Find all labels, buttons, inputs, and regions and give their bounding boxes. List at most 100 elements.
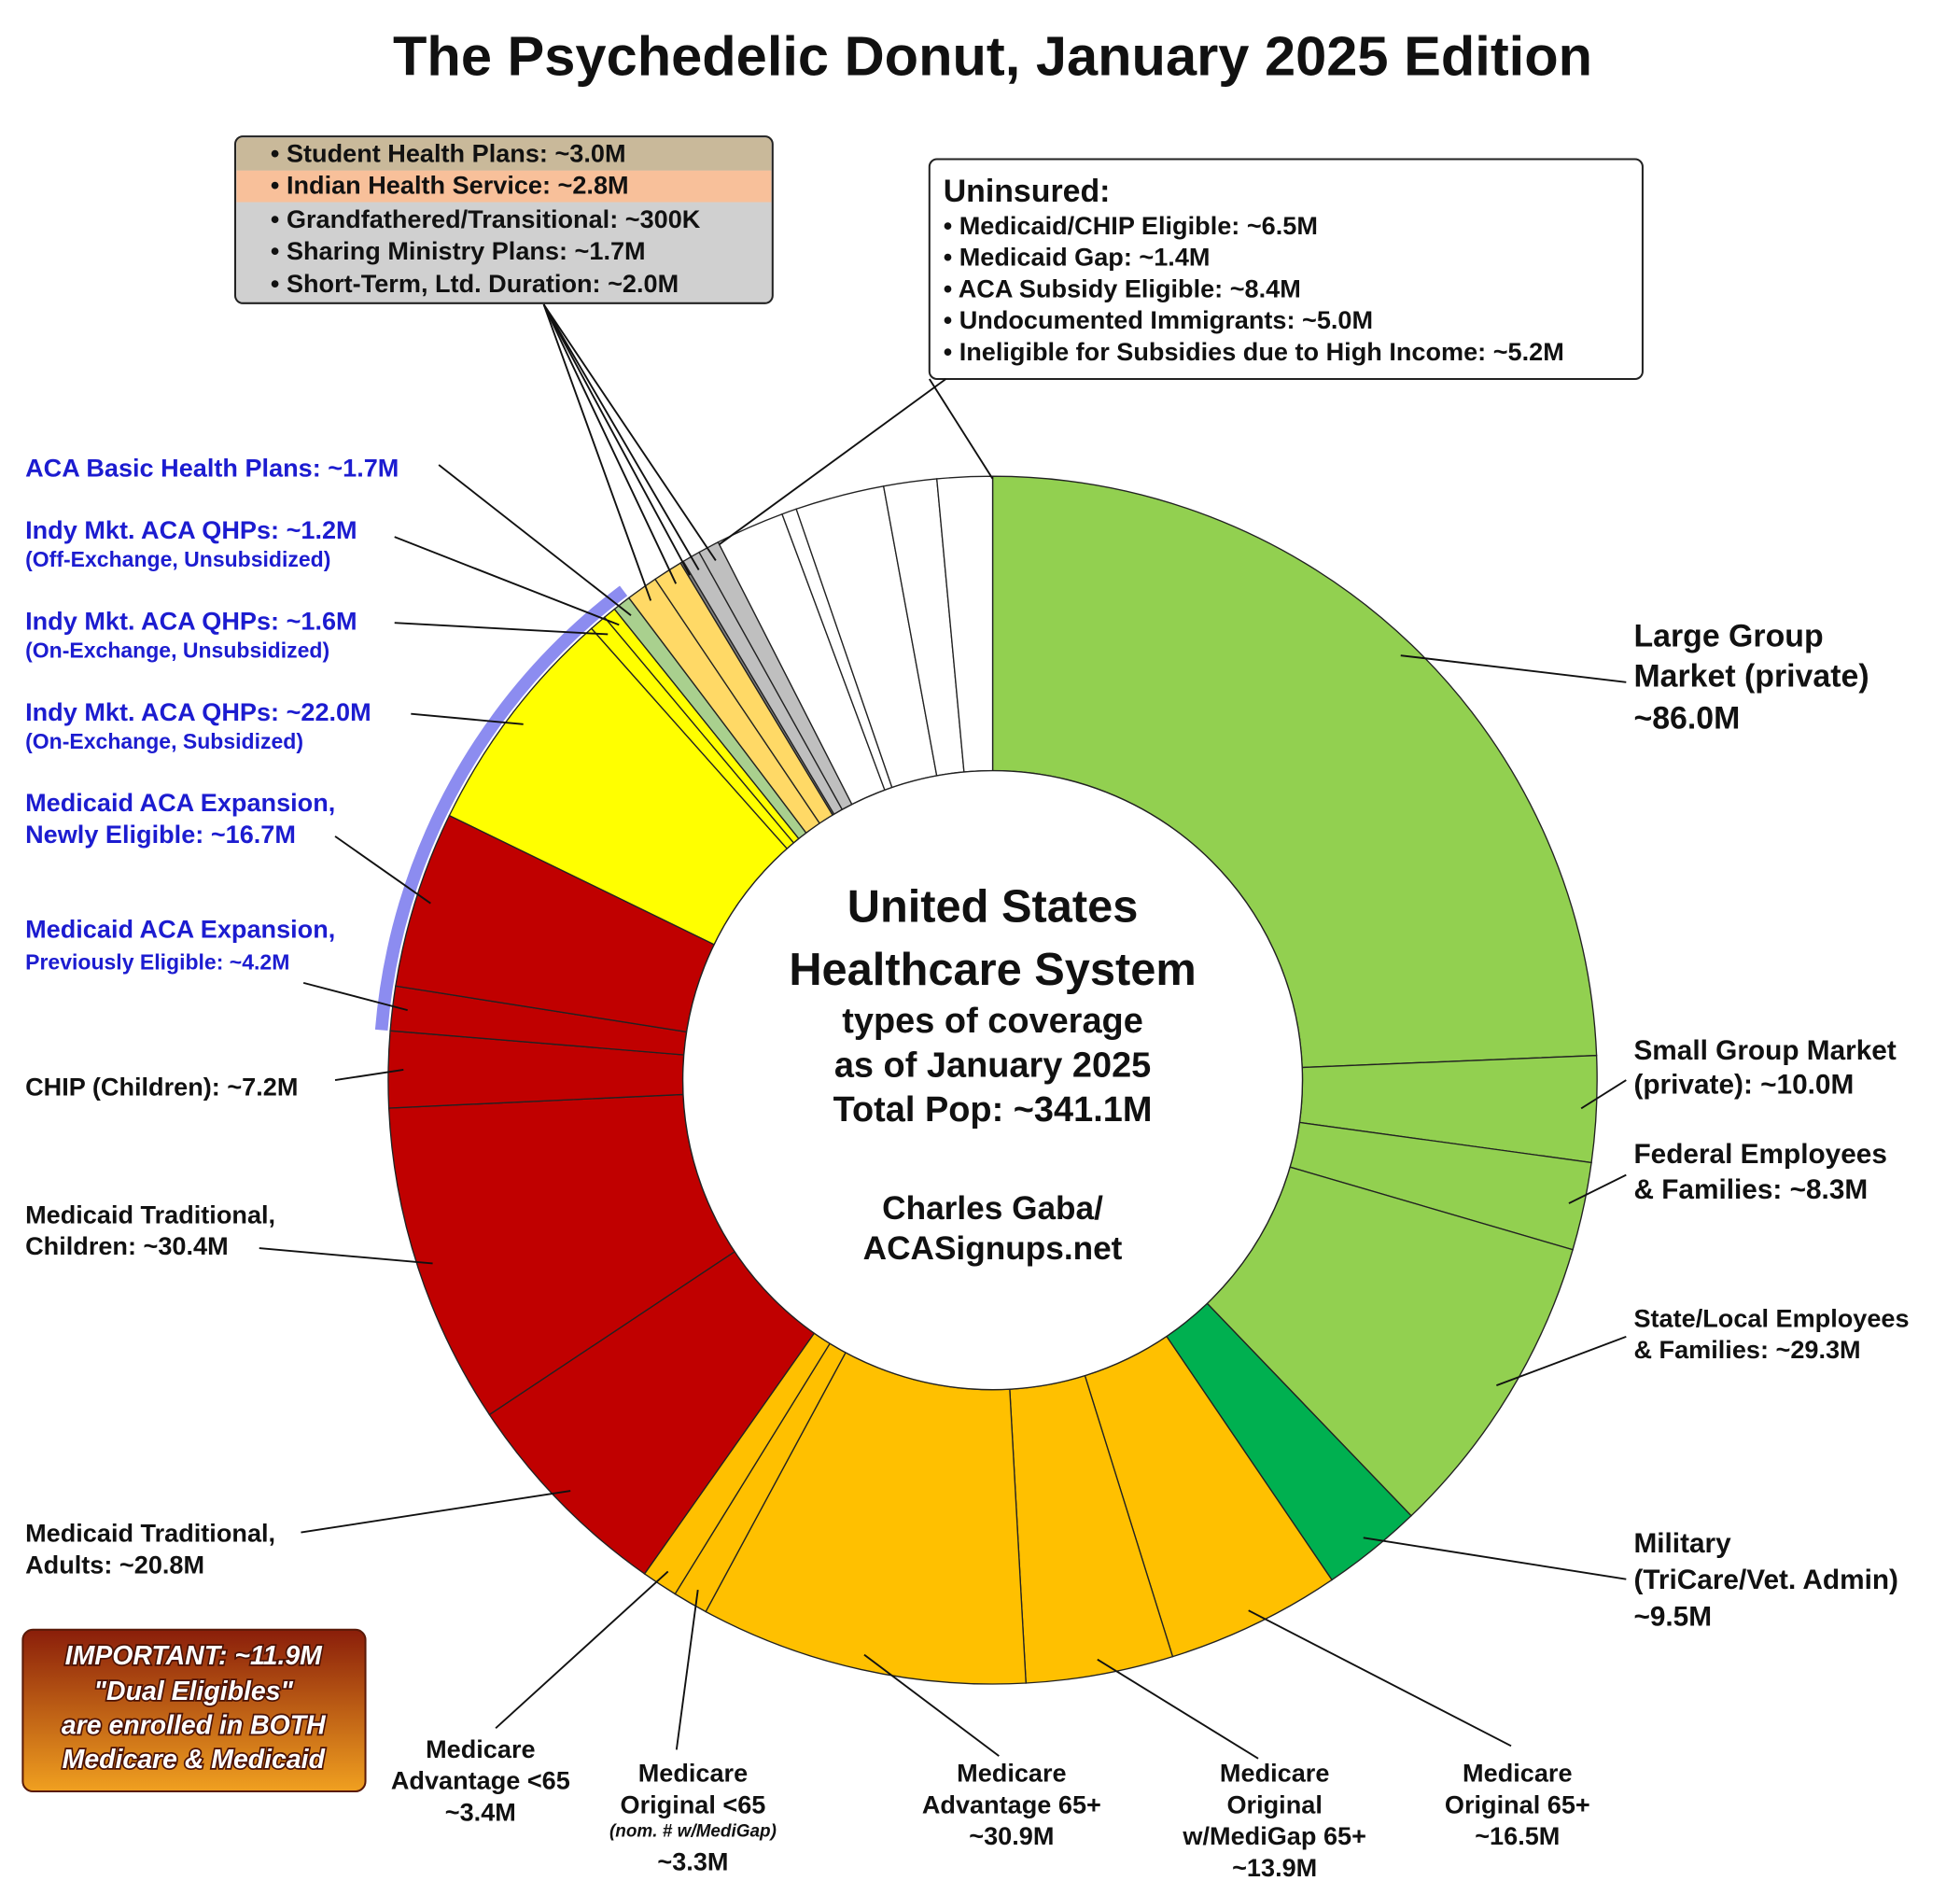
slice-label: Market (private) [1633,659,1869,695]
slice-label: Military [1633,1528,1731,1559]
leader-line [1097,1658,1259,1760]
legend-item: • Medicaid Gap: ~1.4M [944,243,1211,272]
donut-hole [681,769,1304,1391]
note-text: Medicare & Medicaid [63,1745,326,1775]
slice-label: Indy Mkt. ACA QHPs: ~1.6M [25,606,357,635]
chart-title: The Psychedelic Donut, January 2025 Edit… [393,25,1592,88]
center-text: ACASignups.net [863,1230,1123,1267]
leader-line [1568,1173,1627,1204]
slice-label: Medicaid Traditional, [25,1200,275,1228]
uninsured-box [928,158,1644,381]
leader-line [334,1068,404,1082]
leader-line [495,1570,669,1730]
slice-label: (nom. # w/MediGap) [609,1821,777,1841]
slice-label: Medicaid Traditional, [25,1518,275,1547]
leader-line [259,1247,433,1265]
uninsured-title: Uninsured: [944,174,1111,209]
legend-item: • Student Health Plans: ~3.0M [271,139,626,168]
donut [374,475,1598,1685]
center-text: Healthcare System [789,945,1196,995]
slice-label: Federal Employees [1633,1139,1886,1170]
legend-item: • Medicaid/CHIP Eligible: ~6.5M [944,211,1318,240]
leader-line [863,1653,1000,1757]
note-box [21,1628,367,1793]
slice-label: Advantage <65 [391,1766,570,1795]
slice-label: ~3.4M [445,1798,516,1827]
legend-item: • Short-Term, Ltd. Duration: ~2.0M [271,269,679,298]
slice-label: Children: ~30.4M [25,1231,229,1260]
note-text: IMPORTANT: ~11.9M [65,1641,324,1671]
leader-line [542,303,700,570]
slice-label: ~16.5M [1475,1821,1560,1850]
slice-label: w/MediGap 65+ [1182,1821,1366,1850]
note-text: "Dual Eligibles" [94,1677,294,1706]
leader-line [411,712,524,725]
leader-line [301,1490,571,1534]
leader-line [394,622,609,636]
slice-label: Advantage 65+ [922,1790,1101,1818]
leader-line [1363,1537,1627,1580]
center-text: Total Pop: ~341.1M [833,1090,1153,1130]
leader-line [438,464,632,616]
leader-line [1496,1335,1627,1387]
aca-band [374,585,628,1032]
slice-label: (Off-Exchange, Unsubsidized) [25,547,330,571]
note-text: are enrolled in BOTH [62,1711,327,1741]
leader-line [302,981,408,1012]
slice-label: Newly Eligible: ~16.7M [25,820,296,849]
leader-line [1248,1609,1512,1748]
leader-line [1400,654,1627,683]
slice-label: Indy Mkt. ACA QHPs: ~1.2M [25,515,357,544]
slice-label: & Families: ~29.3M [1633,1335,1860,1364]
legend-item: • ACA Subsidy Eligible: ~8.4M [944,274,1301,302]
center-text: Charles Gaba/ [882,1190,1103,1227]
slice-label: Previously Eligible: ~4.2M [25,950,289,975]
slice-label: Medicaid ACA Expansion, [25,788,335,817]
slice-label: (private): ~10.0M [1633,1070,1854,1101]
leader-line [542,303,691,576]
leader-line [394,536,620,626]
center-text: United States [847,881,1139,932]
slice-label: Medicare [1463,1759,1572,1788]
slice-label: (On-Exchange, Unsubsidized) [25,638,329,662]
legend-item: • Sharing Ministry Plans: ~1.7M [271,236,646,265]
slice-label: CHIP (Children): ~7.2M [25,1073,298,1102]
legend-item: • Ineligible for Subsidies due to High I… [944,337,1564,366]
legend-item: • Indian Health Service: ~2.8M [271,170,629,199]
leader-line [542,303,678,584]
slice-label: Original 65+ [1445,1790,1590,1818]
slice-label: ~9.5M [1633,1601,1712,1632]
leader-line [334,835,431,905]
slice-label: Medicare [1220,1759,1329,1788]
slice-label: Small Group Market [1633,1035,1896,1066]
slice-label: Medicare [638,1759,748,1788]
slice-label: Medicare [426,1734,535,1763]
slice-label: Original [1226,1790,1322,1818]
leader-line [719,378,946,545]
center-text: as of January 2025 [834,1046,1151,1086]
slice-label: ~13.9M [1232,1853,1317,1882]
leader-line [675,1590,699,1750]
slice-label: ~86.0M [1633,700,1740,736]
slice-label: ACA Basic Health Plans: ~1.7M [25,454,399,483]
slice-label: (TriCare/Vet. Admin) [1633,1565,1898,1595]
legend-row [236,170,772,203]
slice-label: Large Group [1633,618,1823,653]
slice-label: Adults: ~20.8M [25,1550,204,1579]
slice-label: Original <65 [621,1790,766,1818]
legend-item: • Undocumented Immigrants: ~5.0M [944,305,1373,334]
slice-label: State/Local Employees [1633,1303,1909,1332]
slice-label: Medicaid ACA Expansion, [25,915,335,944]
slice-label: & Families: ~8.3M [1633,1174,1868,1205]
slice-label: ~30.9M [969,1821,1054,1850]
leader-line [542,303,652,601]
leader-line [542,303,717,561]
leader-line [1580,1079,1627,1110]
legend-row [236,137,772,171]
slice-label: ~3.3M [657,1846,728,1875]
slice-label: Medicare [957,1759,1066,1788]
center-text: types of coverage [842,1002,1143,1041]
slice-label: Indy Mkt. ACA QHPs: ~22.0M [25,697,371,726]
